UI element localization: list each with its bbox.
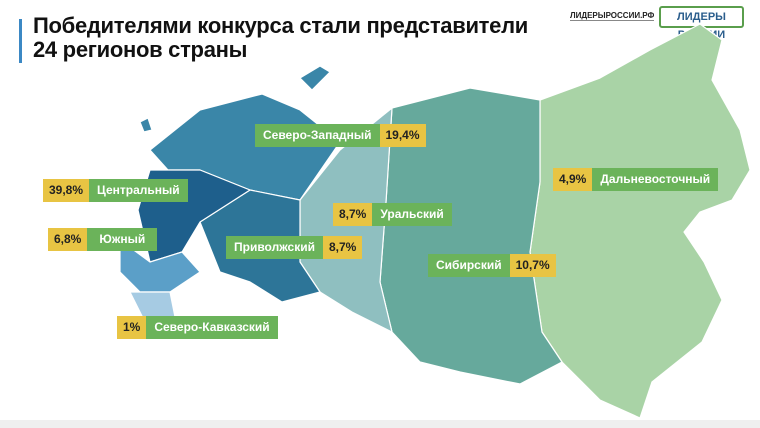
- page-title: Победителями конкурса стали представител…: [33, 14, 528, 62]
- region-far-east[interactable]: [529, 23, 751, 419]
- title-line-1: Победителями конкурса стали представител…: [33, 13, 528, 38]
- island-novaya-zemlya: [299, 65, 331, 91]
- title-accent-bar: [19, 19, 22, 63]
- district-name: Центральный: [89, 179, 188, 202]
- district-name: Северо-Западный: [255, 124, 380, 147]
- share-value: 6,8%: [48, 228, 88, 251]
- share-value: 4,9%: [553, 168, 593, 191]
- island-kaliningrad: [139, 117, 153, 133]
- district-name: Южный: [87, 228, 158, 251]
- district-name: Приволжский: [226, 236, 323, 259]
- label-ural: 8,7% Уральский: [333, 203, 452, 226]
- district-name: Уральский: [372, 203, 452, 226]
- title-line-2: 24 регионов страны: [33, 37, 248, 62]
- label-far-east: 4,9% Дальневосточный: [553, 168, 719, 191]
- label-south: 6,8% Южный: [48, 228, 158, 251]
- share-value: 8,7%: [323, 236, 363, 259]
- district-name: Северо-Кавказский: [146, 316, 278, 339]
- site-link[interactable]: ЛИДЕРЫРОССИИ.РФ: [570, 11, 655, 21]
- label-northwest: Северо-Западный 19,4%: [255, 124, 426, 147]
- label-central: 39,8% Центральный: [43, 179, 188, 202]
- label-siberia: Сибирский 10,7%: [428, 254, 556, 277]
- district-name: Сибирский: [428, 254, 510, 277]
- share-value: 8,7%: [333, 203, 373, 226]
- region-south[interactable]: [119, 239, 201, 293]
- share-value: 1%: [117, 316, 147, 339]
- label-north-caucasus: 1% Северо-Кавказский: [117, 316, 278, 339]
- district-name: Дальневосточный: [592, 168, 719, 191]
- footer-strip: [0, 420, 760, 428]
- label-volga: Приволжский 8,7%: [226, 236, 363, 259]
- share-value: 39,8%: [43, 179, 90, 202]
- share-value: 19,4%: [379, 124, 426, 147]
- share-value: 10,7%: [509, 254, 556, 277]
